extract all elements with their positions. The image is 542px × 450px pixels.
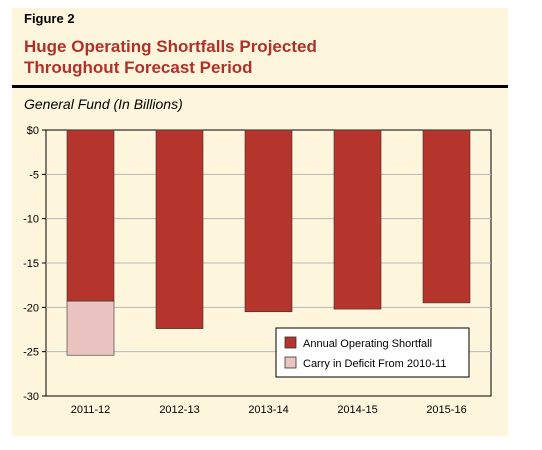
bar-annual-shortfall: [422, 129, 471, 304]
chart-subtitle: General Fund (In Billions): [24, 96, 183, 112]
legend-label: Carry in Deficit From 2010-11: [303, 358, 446, 370]
x-tick-label: 2013-14: [248, 404, 288, 416]
chart-title: Huge Operating Shortfalls Projected Thro…: [24, 36, 494, 78]
y-tick-label: -5: [29, 169, 39, 181]
legend-swatch: [284, 336, 297, 349]
chart-title-line-1: Huge Operating Shortfalls Projected: [24, 37, 317, 56]
legend-label: Annual Operating Shortfall: [303, 338, 432, 350]
bar-annual-shortfall: [333, 129, 382, 310]
y-tick-label: -10: [23, 214, 39, 226]
bar-annual-shortfall: [155, 129, 204, 329]
y-tick-label: -25: [23, 347, 39, 359]
x-tick-label: 2011-12: [71, 404, 111, 416]
title-divider: [12, 85, 508, 88]
x-tick-label: 2012-13: [159, 404, 199, 416]
y-tick-label: $0: [27, 125, 39, 137]
bar-carry-in-deficit: [66, 300, 115, 356]
x-tick-label: 2014-15: [337, 404, 377, 416]
chart-title-line-2: Throughout Forecast Period: [24, 58, 253, 77]
legend-box: [275, 327, 470, 378]
x-tick-label: 2015-16: [426, 404, 466, 416]
y-tick-label: -30: [23, 391, 39, 403]
legend-swatch: [284, 356, 297, 369]
y-tick-label: -15: [23, 258, 39, 270]
bar-annual-shortfall: [244, 129, 293, 313]
y-tick-label: -20: [23, 302, 39, 314]
bar-annual-shortfall: [66, 129, 115, 302]
figure-label: Figure 2: [24, 11, 75, 26]
